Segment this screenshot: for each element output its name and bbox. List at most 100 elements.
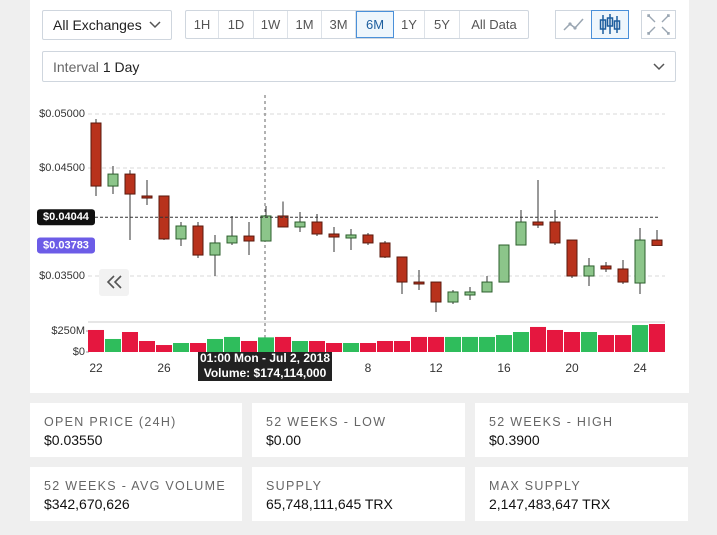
- interval-label: Interval: [53, 58, 99, 75]
- candle-body: [447, 291, 459, 303]
- volume-bar: [224, 336, 240, 352]
- volume-bar: [462, 336, 478, 352]
- volume-bar: [530, 326, 546, 352]
- volume-bar: [547, 329, 563, 352]
- volume-bar: [360, 343, 376, 352]
- range-button[interactable]: 5Y: [425, 11, 460, 38]
- x-tick-label: 16: [497, 361, 511, 375]
- candle-chart-button[interactable]: [591, 10, 629, 39]
- exchange-label: All Exchanges: [53, 17, 142, 33]
- price-tag: [37, 237, 95, 254]
- x-tick-label: 20: [565, 361, 579, 375]
- volume-bar: [207, 338, 223, 352]
- fullscreen-button[interactable]: [641, 10, 676, 39]
- candle-body: [141, 195, 153, 199]
- candle-body: [634, 239, 646, 284]
- candle-body: [328, 233, 340, 238]
- candle-icon: [599, 14, 621, 34]
- range-group: 1H 1D 1W 1M 3M 6M 1Y 5Y All Data: [185, 10, 529, 39]
- range-button[interactable]: 1Y: [394, 11, 425, 38]
- candle-body: [549, 221, 561, 244]
- candle-body: [243, 235, 255, 242]
- volume-bar: [496, 335, 512, 352]
- candle-body: [464, 291, 476, 296]
- candle-body: [532, 221, 544, 226]
- price-chart: $0.05000 $0.04500 $0.03500 $250M $0 22 26 8 12 16…: [37, 95, 665, 381]
- candle-body: [158, 195, 170, 240]
- range-button[interactable]: 1D: [219, 11, 254, 38]
- volume-bar: [632, 325, 648, 352]
- range-button[interactable]: 1M: [288, 11, 322, 38]
- candle-body: [362, 234, 374, 244]
- range-button[interactable]: 1W: [254, 11, 288, 38]
- volume-bar: [309, 340, 325, 352]
- volume-bar: [411, 336, 427, 352]
- stat-card: SUPPLY 65,748,111,645 TRX: [252, 467, 465, 521]
- volume-bar: [292, 340, 308, 352]
- candle-body: [260, 215, 272, 242]
- candle-body: [107, 173, 119, 187]
- candle-body: [277, 215, 289, 228]
- stat-card: 52 WEEKS - AVG VOLUME $342,670,626: [30, 467, 242, 521]
- candle-body: [311, 221, 323, 235]
- range-button[interactable]: 3M: [322, 11, 356, 38]
- stat-card: MAX SUPPLY 2,147,483,647 TRX: [475, 467, 688, 521]
- tooltip-volume: Volume: $174,114,000: [204, 366, 327, 380]
- price-tag-label: $0.04044: [43, 211, 90, 223]
- expand-icon: [647, 14, 670, 35]
- volume-bar: [377, 340, 393, 352]
- stat-label: 52 WEEKS - LOW: [266, 415, 387, 429]
- stat-label: OPEN PRICE (24H): [44, 415, 177, 429]
- candle-body: [192, 225, 204, 256]
- candle-body: [481, 281, 493, 293]
- candle-body: [226, 235, 238, 244]
- volume-bar: [122, 332, 138, 352]
- volume-tick-label: $250M: [51, 325, 85, 337]
- volume-bar: [479, 336, 495, 352]
- x-tick-label: 24: [633, 361, 647, 375]
- stat-label: MAX SUPPLY: [489, 479, 581, 493]
- stat-card: OPEN PRICE (24H) $0.03550: [30, 403, 242, 457]
- range-button[interactable]: All Data: [471, 17, 517, 32]
- y-tick-label: $0.04500: [39, 162, 85, 174]
- interval-value: 1 Day: [102, 58, 140, 75]
- volume-bar: [139, 340, 155, 352]
- price-tag: [37, 209, 95, 226]
- range-button[interactable]: 6M: [356, 11, 394, 38]
- candle-body: [583, 265, 595, 277]
- volume-bar: [326, 343, 342, 352]
- candle-body: [566, 239, 578, 277]
- stat-value: $0.00: [266, 432, 302, 448]
- tooltip-date: 01:00 Mon - Jul 2, 2018: [200, 351, 330, 365]
- x-tick-label: 8: [365, 361, 372, 375]
- candle-body: [651, 239, 663, 246]
- volume-bar: [564, 332, 580, 352]
- x-tick-label: 22: [89, 361, 103, 375]
- volume-bar: [513, 332, 529, 352]
- stat-value: 2,147,483,647 TRX: [489, 496, 611, 512]
- volume-bar: [428, 336, 444, 352]
- volume-bar: [156, 345, 172, 352]
- volume-bar: [105, 338, 121, 352]
- stat-value: $0.3900: [489, 432, 540, 448]
- stat-label: SUPPLY: [266, 479, 323, 493]
- candle-body: [379, 242, 391, 258]
- volume-bar: [275, 336, 291, 352]
- candle-body: [396, 256, 408, 283]
- chevron: [653, 62, 665, 70]
- exchange-select[interactable]: All Exchanges: [42, 10, 172, 40]
- volume-bar: [343, 343, 359, 352]
- range-button[interactable]: 1H: [186, 11, 219, 38]
- volume-bar: [581, 332, 597, 352]
- candle-body: [498, 244, 510, 283]
- line-chart-button[interactable]: [555, 10, 592, 39]
- candle-body: [430, 281, 442, 303]
- interval-select[interactable]: Interval 1 Day: [42, 51, 676, 82]
- volume-bar: [190, 343, 206, 352]
- candle-body: [600, 265, 612, 270]
- scroll-button[interactable]: [99, 269, 129, 296]
- candle-body: [209, 242, 221, 256]
- price-tag-label: $0.03783: [43, 239, 89, 251]
- candle-body: [294, 221, 306, 228]
